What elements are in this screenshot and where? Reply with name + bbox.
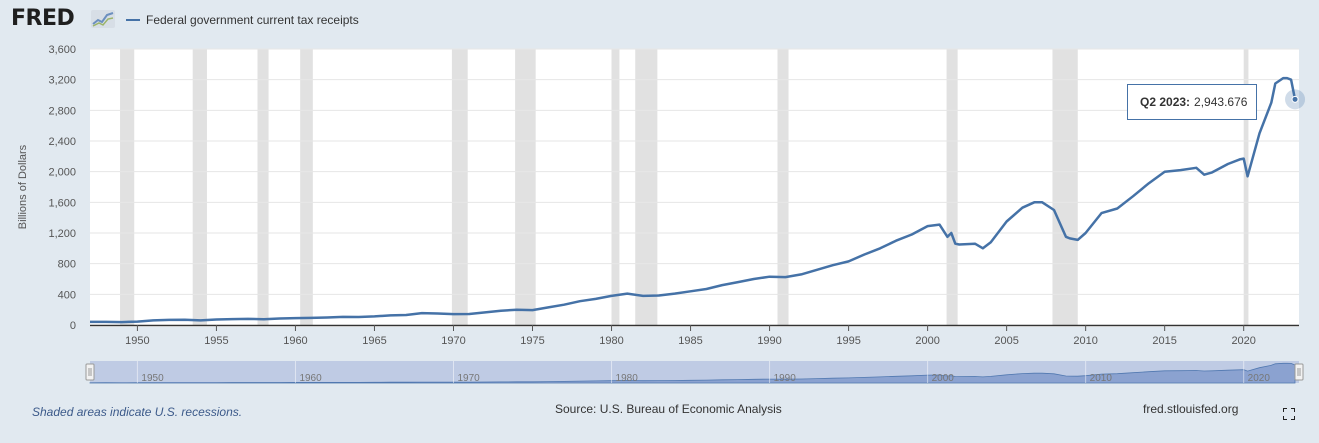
x-tick-label: 1990 [757, 335, 781, 347]
plot-background [90, 49, 1299, 327]
x-tick-label: 2005 [994, 335, 1018, 347]
x-tick-label: 1950 [125, 335, 149, 347]
legend-label: Federal government current tax receipts [146, 13, 359, 27]
x-tick-label: 2000 [915, 335, 939, 347]
recession-band [946, 49, 958, 325]
navigator-handle-left[interactable] [85, 363, 95, 381]
y-tick-label: 800 [58, 259, 76, 271]
y-tick-label: 1,200 [48, 228, 76, 240]
site-link[interactable]: fred.stlouisfed.org [1143, 402, 1239, 416]
recession-band [1243, 49, 1249, 325]
navigator-handle-right[interactable] [1294, 363, 1304, 381]
recession-band [120, 49, 135, 325]
y-tick-label: 0 [70, 320, 76, 332]
navigator-area [89, 362, 1296, 384]
x-tick-label: 1985 [678, 335, 702, 347]
fullscreen-icon[interactable] [1283, 408, 1295, 420]
recession-band [515, 49, 536, 325]
series-line[interactable] [90, 76, 1297, 324]
x-tick-label: 1995 [836, 335, 860, 347]
recession-band [611, 49, 620, 325]
recession-band [635, 49, 658, 325]
x-tick-label: 1975 [520, 335, 544, 347]
navigator[interactable]: 1950 1960 1970 1980 1990 2000 2010 2020 [85, 361, 1304, 384]
navigator-tick-label: 1960 [299, 373, 322, 384]
x-tick-label: 1980 [599, 335, 623, 347]
y-tick-label: 2,400 [48, 136, 76, 148]
x-axis: 1950 1955 1960 1965 1970 1975 1980 1985 1990 1995… [125, 325, 1256, 347]
y-axis: 0 400 800 1,200 1,600 2,000 2,400 2,800 3,200 3,6… [48, 44, 76, 332]
navigator-tick-label: 1970 [457, 373, 480, 384]
recession-band [1052, 49, 1078, 325]
tooltip-value: 2,943.676 [1194, 95, 1248, 109]
grid-lines [90, 48, 1299, 295]
y-axis-title: Billions of Dollars [17, 144, 29, 229]
navigator-tick-label: 1950 [141, 373, 164, 384]
y-tick-label: 1,600 [48, 197, 76, 209]
y-tick-label: 400 [58, 289, 76, 301]
y-tick-label: 3,600 [48, 44, 76, 56]
x-tick-label: 1960 [283, 335, 307, 347]
navigator-tick-label: 2000 [932, 373, 955, 384]
recession-band [192, 49, 207, 325]
series-layer [90, 76, 1306, 324]
tooltip-date: Q2 2023: [1140, 95, 1191, 109]
y-tick-label: 2,800 [48, 105, 76, 117]
legend-swatch [126, 18, 140, 21]
source-note[interactable]: Source: U.S. Bureau of Economic Analysis [555, 402, 782, 416]
navigator-tick-label: 1990 [774, 373, 797, 384]
recession-shading [120, 49, 1249, 325]
fred-logo[interactable]: FRED [11, 6, 75, 31]
navigator-axis: 1950 1960 1970 1980 1990 2000 2010 2020 [136, 361, 1271, 384]
y-tick-label: 3,200 [48, 75, 76, 87]
x-tick-label: 1970 [441, 335, 465, 347]
navigator-tick-label: 2020 [1248, 373, 1271, 384]
navigator-selection[interactable] [90, 361, 1299, 383]
x-tick-label: 2010 [1073, 335, 1097, 347]
legend: Federal government current tax receipts [126, 13, 359, 27]
recession-band [257, 49, 269, 325]
x-tick-label: 1965 [362, 335, 386, 347]
tooltip: Q2 2023: 2,943.676 [1127, 84, 1257, 120]
recession-note: Shaded areas indicate U.S. recessions. [32, 405, 243, 419]
recession-band [777, 49, 789, 325]
y-tick-label: 2,000 [48, 167, 76, 179]
x-tick-label: 1955 [204, 335, 228, 347]
navigator-tick-label: 1980 [616, 373, 639, 384]
x-tick-label: 2020 [1231, 335, 1255, 347]
recession-band [300, 49, 313, 325]
x-tick-label: 2015 [1152, 335, 1176, 347]
recession-band [451, 49, 468, 325]
hover-point[interactable] [1291, 95, 1299, 103]
chart-line-icon [91, 10, 115, 28]
navigator-tick-label: 2010 [1090, 373, 1113, 384]
